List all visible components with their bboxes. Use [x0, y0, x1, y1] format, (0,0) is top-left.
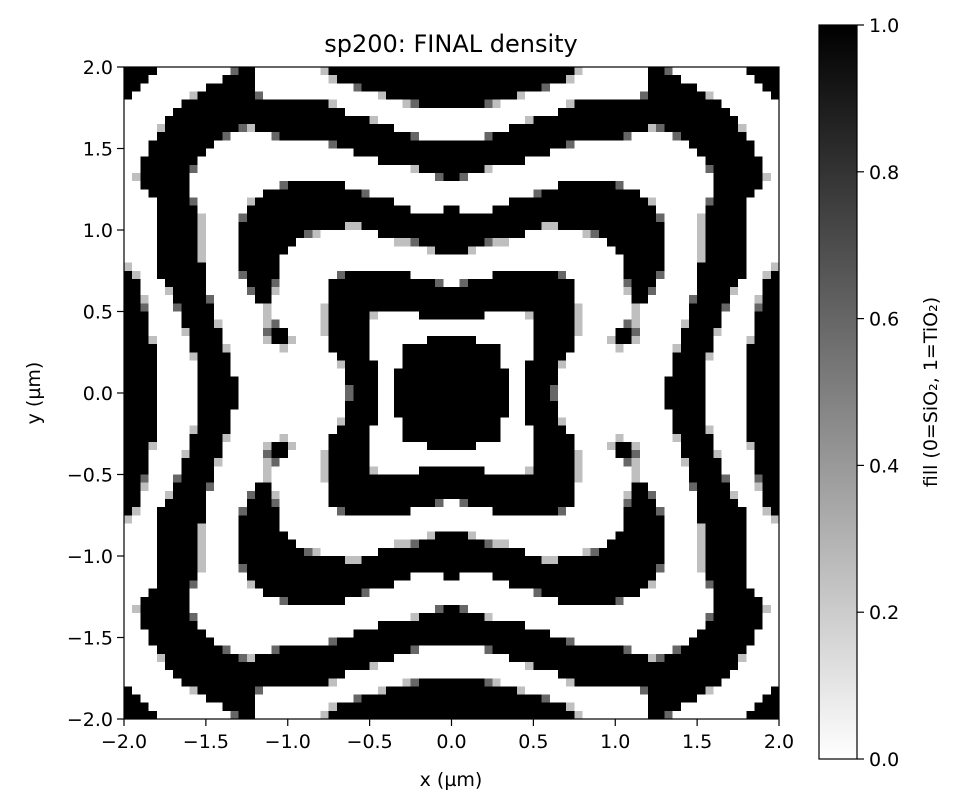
y-tick-label: 2.0: [83, 57, 113, 79]
y-tick-label: −1.5: [67, 628, 113, 650]
y-axis-label: y (µm): [23, 362, 45, 425]
colorbar-label: fill (0=SiO₂, 1=TiO₂): [920, 297, 942, 487]
y-tick-label: 0.0: [83, 383, 113, 405]
x-tick-label: 1.5: [682, 731, 712, 753]
y-axis: 2.0 1.5 1.0 0.5 0.0 −0.5 −1.0 −1.5 −2.0 y (µm): [23, 57, 124, 731]
colorbar-gradient: [818, 24, 858, 760]
x-tick-label: −2.0: [101, 731, 147, 753]
y-tick-label: −2.0: [67, 709, 113, 731]
chart-title: sp200: FINAL density: [324, 30, 578, 58]
y-tick-label: −0.5: [67, 465, 113, 487]
x-axis: −2.0 −1.5 −1.0 −0.5 0.0 0.5 1.0 1.5 2.0 x (µm): [101, 719, 794, 791]
x-tick-label: −1.5: [183, 731, 229, 753]
x-tick-label: −0.5: [347, 731, 393, 753]
colorbar-tick-label: 0.6: [869, 309, 899, 331]
x-tick-label: 0.5: [518, 731, 548, 753]
colorbar: 1.0 0.8 0.6 0.4 0.2 0.0 fill (0=SiO₂, 1=TiO₂): [818, 15, 942, 771]
colorbar-tick-label: 0.8: [869, 162, 899, 184]
x-tick-label: 2.0: [764, 731, 794, 753]
y-tick-label: 1.5: [83, 139, 113, 161]
x-tick-label: −1.0: [265, 731, 311, 753]
x-tick-label: 1.0: [600, 731, 630, 753]
y-tick-label: 0.5: [83, 302, 113, 324]
heatmap-image: [124, 67, 779, 719]
y-tick-label: 1.0: [83, 220, 113, 242]
y-tick-label: −1.0: [67, 546, 113, 568]
colorbar-tick-label: 0.2: [869, 602, 899, 624]
colorbar-tick-label: 0.0: [869, 749, 899, 771]
x-tick-label: 0.0: [436, 731, 466, 753]
heatmap-plot: [123, 66, 780, 720]
x-axis-label: x (µm): [420, 769, 483, 791]
colorbar-tick-label: 0.4: [869, 455, 899, 477]
colorbar-tick-label: 1.0: [869, 15, 899, 37]
